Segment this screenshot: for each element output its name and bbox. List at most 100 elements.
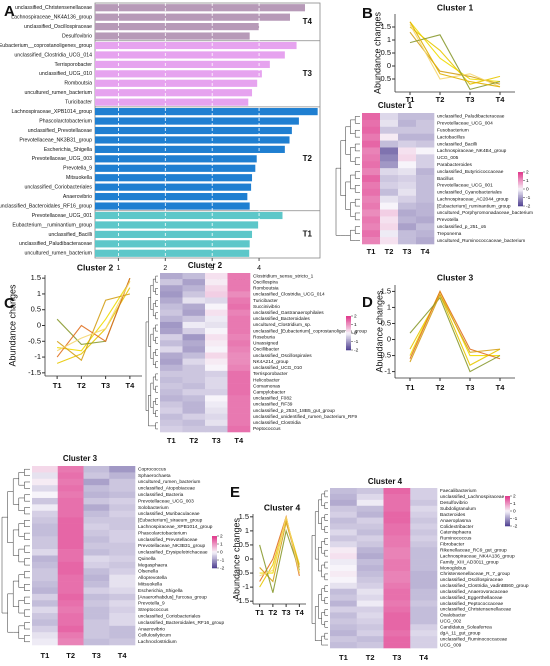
series-line <box>259 516 300 577</box>
y-tick-label: 0.5 <box>31 305 41 314</box>
heatmap-cell <box>83 574 110 582</box>
colorbar-label: 2 <box>220 533 223 539</box>
heatmap-cell <box>362 237 381 245</box>
heatmap-cell <box>362 147 381 155</box>
heatmap-cell <box>398 223 417 231</box>
row-label: Megasphaera <box>138 562 168 568</box>
heatmap-cell <box>182 346 206 353</box>
heatmap-cell <box>205 334 228 341</box>
bar <box>95 221 259 229</box>
colorbar-step <box>518 203 523 205</box>
heatmap-cell <box>398 237 417 245</box>
heatmap-cell <box>383 618 411 625</box>
heatmap-cell <box>32 504 59 512</box>
heatmap-cell <box>32 568 59 575</box>
heatmap-cell <box>383 547 411 554</box>
row-label: UCG_009 <box>440 642 462 648</box>
column-label: T4 <box>421 247 431 256</box>
bar <box>95 32 250 40</box>
colorbar-label: 0 <box>526 186 529 192</box>
colorbar-step <box>212 557 217 559</box>
colorbar-step <box>518 181 523 184</box>
heatmap-cell <box>160 328 183 335</box>
heatmap-cell <box>83 472 110 480</box>
heatmap-cell <box>416 161 435 169</box>
heatmap-cell <box>380 161 399 169</box>
row-label: Anaeroplasma <box>440 518 471 524</box>
heatmap-cell <box>380 147 399 155</box>
heatmap-cell <box>410 618 438 625</box>
colorbar-step <box>212 565 217 567</box>
row-label: unclassified_p_2534_18B5_gut_group <box>253 408 335 414</box>
heatmap-cell <box>32 600 59 607</box>
y-tick-label: 1.5 <box>31 273 41 282</box>
series-line <box>409 24 501 88</box>
row-label: Unassigned <box>253 341 279 347</box>
heatmap-cell <box>182 364 206 372</box>
heatmap-cell <box>416 133 435 141</box>
heatmap-cell <box>410 553 438 560</box>
row-label: unclassified_Lachnospiraceae <box>440 494 505 500</box>
row-label: Prevotellaceae_UCG_001 <box>437 183 493 189</box>
heatmap-cell <box>416 175 435 183</box>
heatmap-cell <box>83 600 110 607</box>
heatmap-cell <box>330 618 358 625</box>
heatmap-cell <box>330 511 358 518</box>
heatmap-cell <box>356 570 384 578</box>
x-tick-label: T4 <box>496 383 506 392</box>
heatmap-cell <box>32 466 59 473</box>
colorbar-step <box>518 174 523 177</box>
heatmap-cell <box>182 328 206 335</box>
heatmap-cell <box>398 216 417 224</box>
heatmap-cell <box>227 273 251 280</box>
colorbar-step <box>505 519 510 522</box>
heatmap-cell <box>57 574 84 582</box>
column-label: T4 <box>234 436 244 445</box>
heatmap-cell <box>182 352 206 359</box>
heatmap-cell <box>330 624 358 631</box>
colorbar-step <box>212 556 217 558</box>
row-label: Rikenellaceae_RC9_gut_group <box>440 547 507 553</box>
heatmap-cell <box>160 297 183 304</box>
heatmap-cell <box>205 352 228 359</box>
colorbar-label: 1 <box>526 178 529 184</box>
heatmap-cell <box>356 529 384 536</box>
row-label: Parabacteroides <box>437 162 473 168</box>
heatmap-cell <box>330 600 358 607</box>
heatmap-cell <box>83 625 110 633</box>
row-label: Bacteroides <box>440 512 466 518</box>
bar <box>95 240 250 248</box>
heatmap-cell <box>330 570 358 578</box>
heatmap-cell <box>57 491 84 499</box>
heatmap-cell <box>380 154 399 162</box>
colorbar-step <box>505 498 510 501</box>
heatmap-cell <box>410 547 438 554</box>
row-label: Fibrobacter <box>440 542 465 548</box>
heatmap-cell <box>330 630 358 637</box>
series-line <box>409 21 501 88</box>
colorbar-step <box>346 323 351 325</box>
heatmap-cell <box>83 581 110 588</box>
colorbar-label: -2 <box>513 523 518 529</box>
heatmap-cell <box>83 491 110 499</box>
row-label: UCG_005 <box>437 155 459 161</box>
heatmap-cell <box>330 606 358 613</box>
bar <box>95 117 299 125</box>
heatmap-cell <box>109 632 136 639</box>
bar-label: Prevotellaceae_UCG_001 <box>32 213 92 219</box>
colorbar-step <box>505 504 510 507</box>
colorbar-step <box>518 184 523 187</box>
heatmap-cell <box>32 638 59 646</box>
bar-label: Turicibacter <box>65 100 92 106</box>
heatmap-cell <box>83 542 110 550</box>
y-tick-label: 0.5 <box>381 48 391 57</box>
heatmap-cell <box>227 407 251 414</box>
colorbar-step <box>346 345 351 348</box>
bar <box>95 193 248 201</box>
heatmap-cell <box>410 559 438 566</box>
colorbar-step <box>505 524 510 527</box>
colorbar-step <box>518 197 523 200</box>
row-label: unclassified_Bacteroidales <box>253 316 310 322</box>
series-line <box>57 281 131 352</box>
bar <box>95 108 318 116</box>
